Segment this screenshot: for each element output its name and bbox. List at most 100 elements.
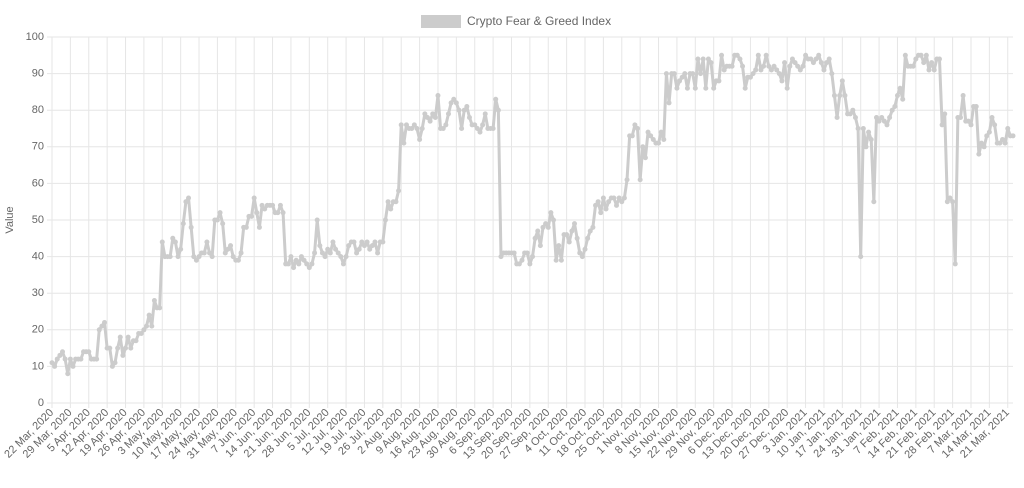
data-point bbox=[976, 151, 982, 157]
data-point bbox=[364, 239, 370, 245]
data-point bbox=[317, 243, 323, 249]
data-point bbox=[170, 235, 176, 241]
data-point bbox=[96, 327, 102, 333]
data-point bbox=[259, 202, 265, 208]
data-point bbox=[275, 210, 281, 216]
data-point bbox=[138, 330, 144, 336]
data-point bbox=[367, 246, 373, 252]
data-point bbox=[361, 243, 367, 249]
data-point bbox=[863, 144, 869, 150]
data-point bbox=[837, 93, 843, 99]
data-point bbox=[440, 126, 446, 131]
data-point bbox=[698, 71, 704, 77]
data-point bbox=[600, 195, 606, 201]
data-point bbox=[498, 254, 504, 260]
data-point bbox=[978, 140, 984, 146]
data-point bbox=[997, 140, 1003, 146]
data-point bbox=[931, 67, 937, 73]
data-point bbox=[902, 52, 908, 58]
data-point bbox=[123, 345, 129, 351]
data-point bbox=[700, 56, 706, 62]
data-point bbox=[656, 140, 662, 146]
data-point bbox=[936, 56, 942, 62]
y-tick-label: 0 bbox=[38, 397, 44, 409]
data-point bbox=[729, 63, 735, 69]
data-point bbox=[892, 104, 898, 110]
data-point bbox=[965, 118, 971, 124]
data-point bbox=[228, 243, 234, 249]
data-point bbox=[831, 93, 837, 99]
data-point bbox=[944, 199, 950, 205]
data-point bbox=[926, 67, 932, 73]
data-point bbox=[855, 126, 861, 131]
data-point bbox=[343, 254, 349, 260]
data-point bbox=[519, 257, 525, 263]
data-point bbox=[637, 177, 643, 183]
data-point bbox=[679, 74, 685, 80]
data-point bbox=[666, 100, 672, 106]
y-tick-label: 30 bbox=[32, 287, 44, 299]
data-point bbox=[322, 254, 328, 260]
data-point bbox=[128, 345, 134, 351]
data-point bbox=[201, 250, 207, 256]
data-point bbox=[595, 199, 601, 205]
data-point bbox=[642, 155, 648, 161]
data-point bbox=[354, 250, 360, 256]
data-point bbox=[419, 126, 425, 131]
data-point bbox=[86, 349, 92, 355]
data-point bbox=[254, 210, 260, 216]
data-point bbox=[839, 78, 845, 84]
data-point bbox=[382, 217, 388, 223]
data-point bbox=[768, 67, 774, 73]
data-point bbox=[671, 71, 677, 77]
data-point bbox=[65, 371, 71, 377]
data-point bbox=[577, 250, 583, 256]
data-point bbox=[650, 136, 656, 142]
data-point bbox=[175, 254, 181, 260]
data-point bbox=[222, 250, 228, 256]
data-point bbox=[590, 224, 596, 230]
data-point bbox=[385, 199, 391, 205]
data-point bbox=[684, 85, 690, 91]
data-point bbox=[879, 115, 885, 121]
data-point bbox=[737, 56, 743, 62]
data-point bbox=[243, 224, 249, 230]
data-point bbox=[556, 243, 562, 249]
data-point bbox=[621, 195, 627, 201]
data-point bbox=[144, 323, 150, 329]
legend-swatch bbox=[421, 15, 461, 28]
data-point bbox=[986, 129, 992, 135]
data-point bbox=[49, 360, 55, 366]
data-point bbox=[619, 199, 625, 205]
data-point bbox=[296, 261, 302, 267]
data-point bbox=[973, 104, 979, 110]
data-point bbox=[645, 129, 651, 135]
data-point bbox=[606, 199, 612, 205]
data-point bbox=[314, 217, 320, 223]
data-point bbox=[62, 356, 68, 362]
data-point bbox=[256, 224, 262, 230]
data-point bbox=[658, 129, 664, 135]
data-point bbox=[99, 323, 105, 329]
data-point bbox=[747, 74, 753, 80]
data-point bbox=[881, 118, 887, 124]
data-point bbox=[984, 133, 990, 139]
data-point bbox=[999, 136, 1005, 142]
data-point bbox=[923, 52, 929, 58]
data-point bbox=[107, 345, 113, 351]
data-point bbox=[821, 67, 827, 73]
data-point bbox=[826, 56, 832, 62]
data-point bbox=[787, 63, 793, 69]
data-point bbox=[422, 111, 428, 117]
data-point bbox=[579, 254, 585, 260]
data-point bbox=[942, 111, 948, 117]
data-point bbox=[824, 60, 830, 66]
data-point bbox=[335, 250, 341, 256]
data-point bbox=[535, 228, 541, 234]
data-point bbox=[445, 111, 451, 117]
data-point bbox=[981, 144, 987, 150]
data-point bbox=[196, 254, 202, 260]
data-point bbox=[616, 195, 622, 201]
data-point bbox=[333, 246, 339, 252]
